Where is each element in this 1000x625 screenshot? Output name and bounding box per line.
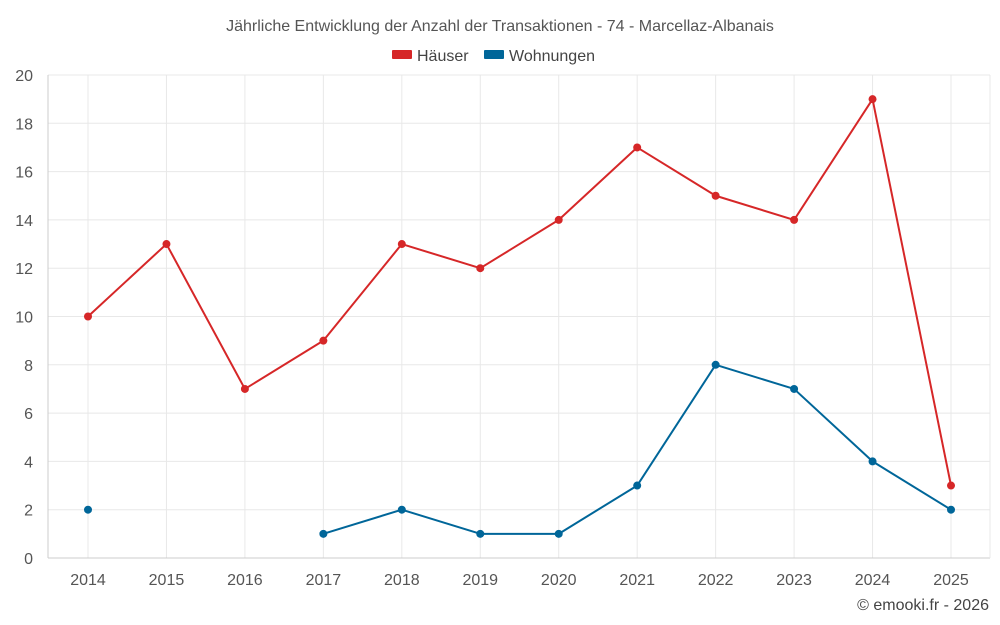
- data-point: [554, 215, 563, 224]
- data-point: [868, 457, 877, 466]
- x-tick-label: 2014: [70, 572, 106, 589]
- data-point: [711, 360, 720, 369]
- data-point: [476, 529, 485, 538]
- x-tick-label: 2024: [855, 572, 891, 589]
- legend[interactable]: Häuser Wohnungen: [392, 48, 595, 65]
- legend-swatch[interactable]: [484, 50, 504, 59]
- data-point: [319, 336, 328, 345]
- y-tick-label: 10: [15, 310, 33, 327]
- grid: [48, 74, 990, 558]
- data-point: [790, 215, 799, 224]
- y-tick-label: 4: [24, 454, 33, 471]
- axes: [47, 75, 991, 559]
- y-tick-label: 6: [24, 406, 33, 423]
- y-tick-label: 20: [15, 68, 33, 85]
- data-point: [711, 191, 720, 200]
- y-tick-label: 2: [24, 503, 33, 520]
- x-tick-label: 2025: [933, 572, 969, 589]
- data-point: [397, 505, 406, 514]
- data-point: [868, 95, 877, 104]
- data-point: [476, 264, 485, 273]
- x-tick-label: 2018: [384, 572, 420, 589]
- legend-label[interactable]: Wohnungen: [509, 48, 595, 65]
- x-tick-label: 2021: [619, 572, 655, 589]
- x-tick-label: 2019: [462, 572, 498, 589]
- credit-text: © emooki.fr - 2026: [857, 597, 989, 614]
- y-tick-label: 14: [15, 213, 33, 230]
- data-point: [397, 240, 406, 249]
- series-line: [87, 98, 952, 486]
- y-tick-label: 8: [24, 358, 33, 375]
- series-group: [84, 95, 955, 538]
- data-point: [947, 481, 955, 490]
- x-axis-ticks: 2014 2015 2016 2017 2018 2019 2020 2021 2022 2023…: [70, 572, 969, 589]
- y-tick-label: 0: [24, 551, 33, 568]
- data-point: [554, 529, 563, 538]
- data-point: [633, 481, 642, 490]
- data-point: [319, 529, 328, 538]
- x-tick-label: 2022: [698, 572, 734, 589]
- x-tick-label: 2023: [776, 572, 812, 589]
- series-0: [84, 95, 955, 490]
- data-point: [84, 505, 92, 514]
- y-tick-label: 12: [15, 261, 33, 278]
- data-point: [633, 143, 642, 152]
- x-tick-label: 2017: [306, 572, 342, 589]
- legend-label[interactable]: Häuser: [417, 48, 469, 65]
- data-point: [790, 384, 799, 393]
- series-1: [84, 360, 955, 538]
- x-tick-label: 2020: [541, 572, 577, 589]
- y-axis-ticks: 0 2 4 6 8 10 12 14 16 18 20: [15, 68, 33, 568]
- x-tick-label: 2015: [149, 572, 185, 589]
- data-point: [240, 384, 249, 393]
- chart-title: Jährliche Entwicklung der Anzahl der Tra…: [226, 18, 774, 35]
- data-point: [162, 240, 171, 249]
- legend-swatch[interactable]: [392, 50, 412, 59]
- y-tick-label: 18: [15, 116, 33, 133]
- data-point: [947, 505, 955, 514]
- x-tick-label: 2016: [227, 572, 263, 589]
- y-tick-label: 16: [15, 165, 33, 182]
- data-point: [84, 312, 92, 321]
